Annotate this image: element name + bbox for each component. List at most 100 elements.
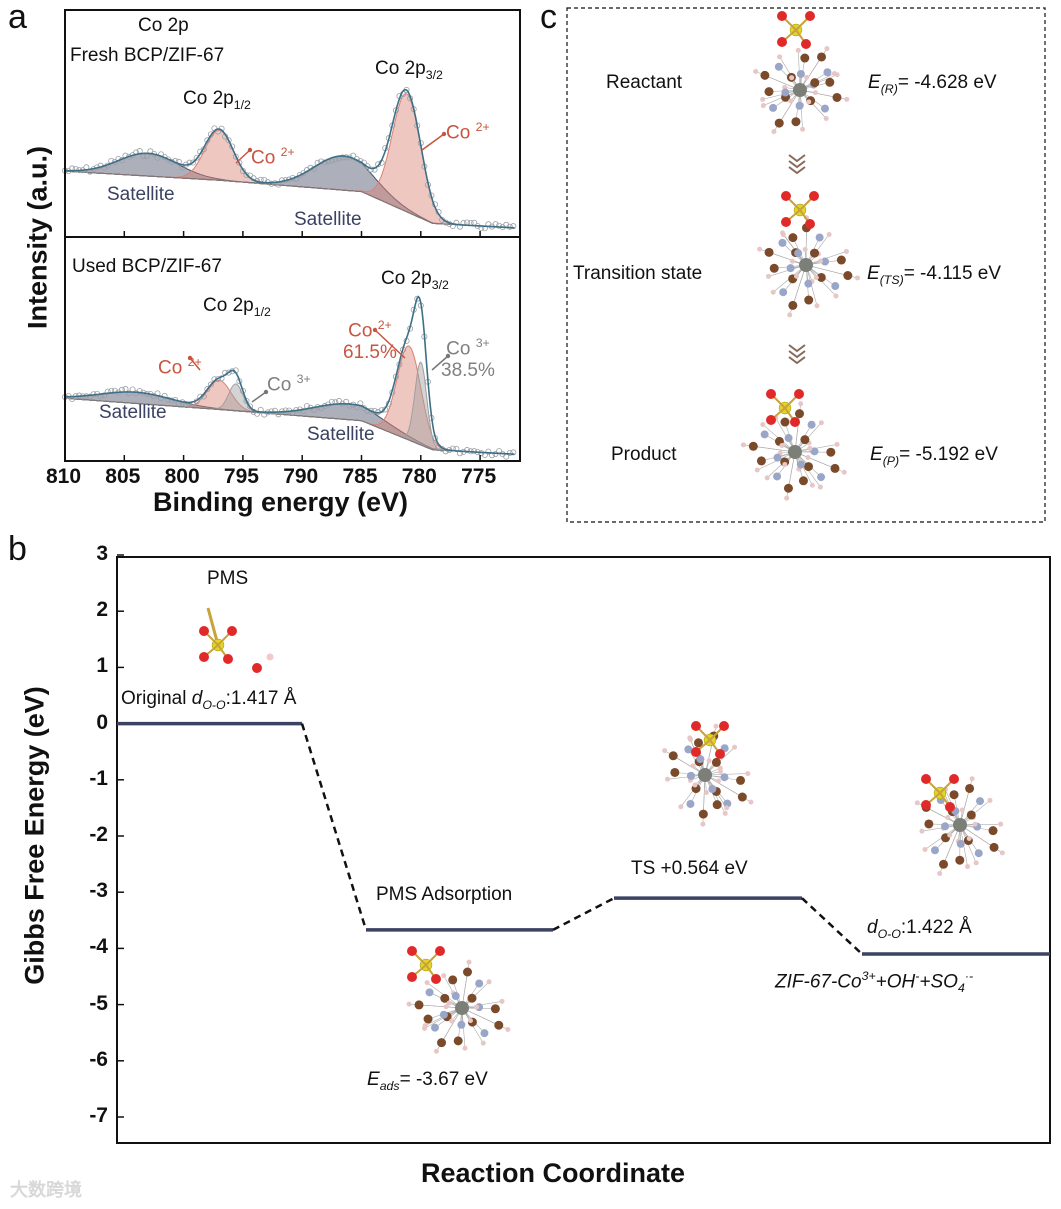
x-tick-label: 805 [105, 465, 141, 488]
annotation-arrow [374, 329, 406, 359]
panel-c-frame [566, 7, 1046, 523]
oxygen-atom [719, 721, 729, 731]
xps-data-point [364, 163, 371, 170]
atom [795, 47, 801, 53]
atom [810, 447, 819, 456]
xps-fit-envelope [64, 295, 515, 455]
atom [467, 993, 477, 1003]
arrowhead-icon [372, 327, 378, 333]
hydrogen-atom [266, 653, 274, 661]
atom [919, 828, 925, 834]
atom [782, 84, 788, 90]
atom [941, 822, 950, 831]
xps-data-point [207, 131, 214, 138]
y-tick-label: 1 [96, 654, 108, 678]
atom [773, 472, 782, 481]
xps-title: Co 2p [138, 15, 189, 36]
atom [690, 763, 696, 769]
atom [922, 847, 928, 853]
xps-data-point [197, 393, 204, 400]
atom [722, 810, 728, 816]
atom [803, 462, 813, 472]
atom [976, 797, 985, 806]
fresh-2p32-label: Co 2p3/2 [375, 58, 443, 82]
atom [989, 842, 999, 852]
annotation-arrow [421, 133, 445, 151]
oxygen-atom [252, 663, 262, 673]
atom [784, 434, 793, 443]
oxygen-atom [790, 417, 800, 427]
xps-data-point [268, 180, 275, 187]
atom [711, 757, 721, 767]
xps-data-point [193, 154, 200, 161]
fresh-satellite-label-1: Satellite [107, 184, 175, 205]
atom [804, 74, 810, 80]
atom [817, 258, 823, 264]
used-co3-label-a: Co 3+ [267, 372, 311, 396]
product-bond-length: dO-O:1.422 Å [867, 917, 972, 941]
used-satellite-label-1: Satellite [99, 402, 167, 423]
atom [770, 289, 776, 295]
atom [788, 98, 794, 104]
y-tick-label: -2 [89, 823, 108, 846]
atom [783, 483, 793, 493]
atom [780, 232, 786, 238]
used-satellite-label-2: Satellite [307, 424, 375, 445]
atom [816, 272, 826, 282]
atom [804, 279, 813, 288]
atom [422, 1025, 428, 1031]
chevron-down-icon [788, 350, 806, 359]
atom [843, 271, 853, 281]
atom [799, 258, 813, 272]
atom [973, 860, 979, 866]
pms-label: PMS [207, 568, 249, 589]
y-tick-label: 3 [96, 542, 108, 565]
xps-data-point [239, 387, 246, 394]
transition-state-label: Transition state [573, 263, 703, 284]
adsorption-energy: Eads= -3.67 eV [367, 1069, 488, 1093]
y-tick-label: -4 [89, 935, 108, 959]
reactant-energy: E(R)= -4.628 eV [868, 72, 997, 96]
xps-data-point [510, 223, 517, 230]
atom [779, 443, 785, 449]
atom [774, 62, 783, 71]
atom [706, 758, 712, 764]
chevron-down-icon [788, 356, 806, 365]
atom [809, 482, 815, 488]
xps-data-point [204, 386, 211, 393]
atom [696, 755, 705, 764]
x-tick-label: 790 [283, 465, 319, 488]
atom [794, 249, 803, 258]
atom [947, 832, 953, 838]
x-tick-label: 810 [46, 465, 82, 488]
y-tick-label: -6 [89, 1047, 108, 1071]
xps-data-point [371, 166, 378, 173]
ts-label: TS +0.564 eV [631, 858, 748, 879]
xps-data-point [104, 388, 111, 395]
atom [855, 275, 861, 281]
atom [807, 420, 816, 429]
used-co3-label-b: Co 3+ 38.5% [441, 336, 495, 382]
annotation-arrow [235, 149, 251, 164]
atom [720, 773, 729, 782]
transition-state-energy: E(TS)= -4.115 eV [867, 263, 1002, 287]
xps-data-point [300, 408, 307, 415]
atom [424, 980, 430, 986]
y-tick-label: 0 [96, 710, 108, 734]
atom [703, 790, 709, 796]
oxygen-atom [777, 37, 787, 47]
atom [684, 745, 693, 754]
atom [678, 804, 684, 810]
atom [823, 116, 829, 122]
oxygen-atom [407, 946, 417, 956]
used-2p32-label: Co 2p3/2 [381, 268, 449, 292]
xps-data-point [510, 449, 517, 456]
xps-data-point [136, 387, 143, 394]
xps-data-point [453, 219, 460, 226]
chevron-down-icon [788, 166, 806, 175]
xps-data-point [243, 397, 250, 404]
atom [425, 988, 434, 997]
atom [798, 476, 808, 486]
atom [814, 303, 820, 309]
